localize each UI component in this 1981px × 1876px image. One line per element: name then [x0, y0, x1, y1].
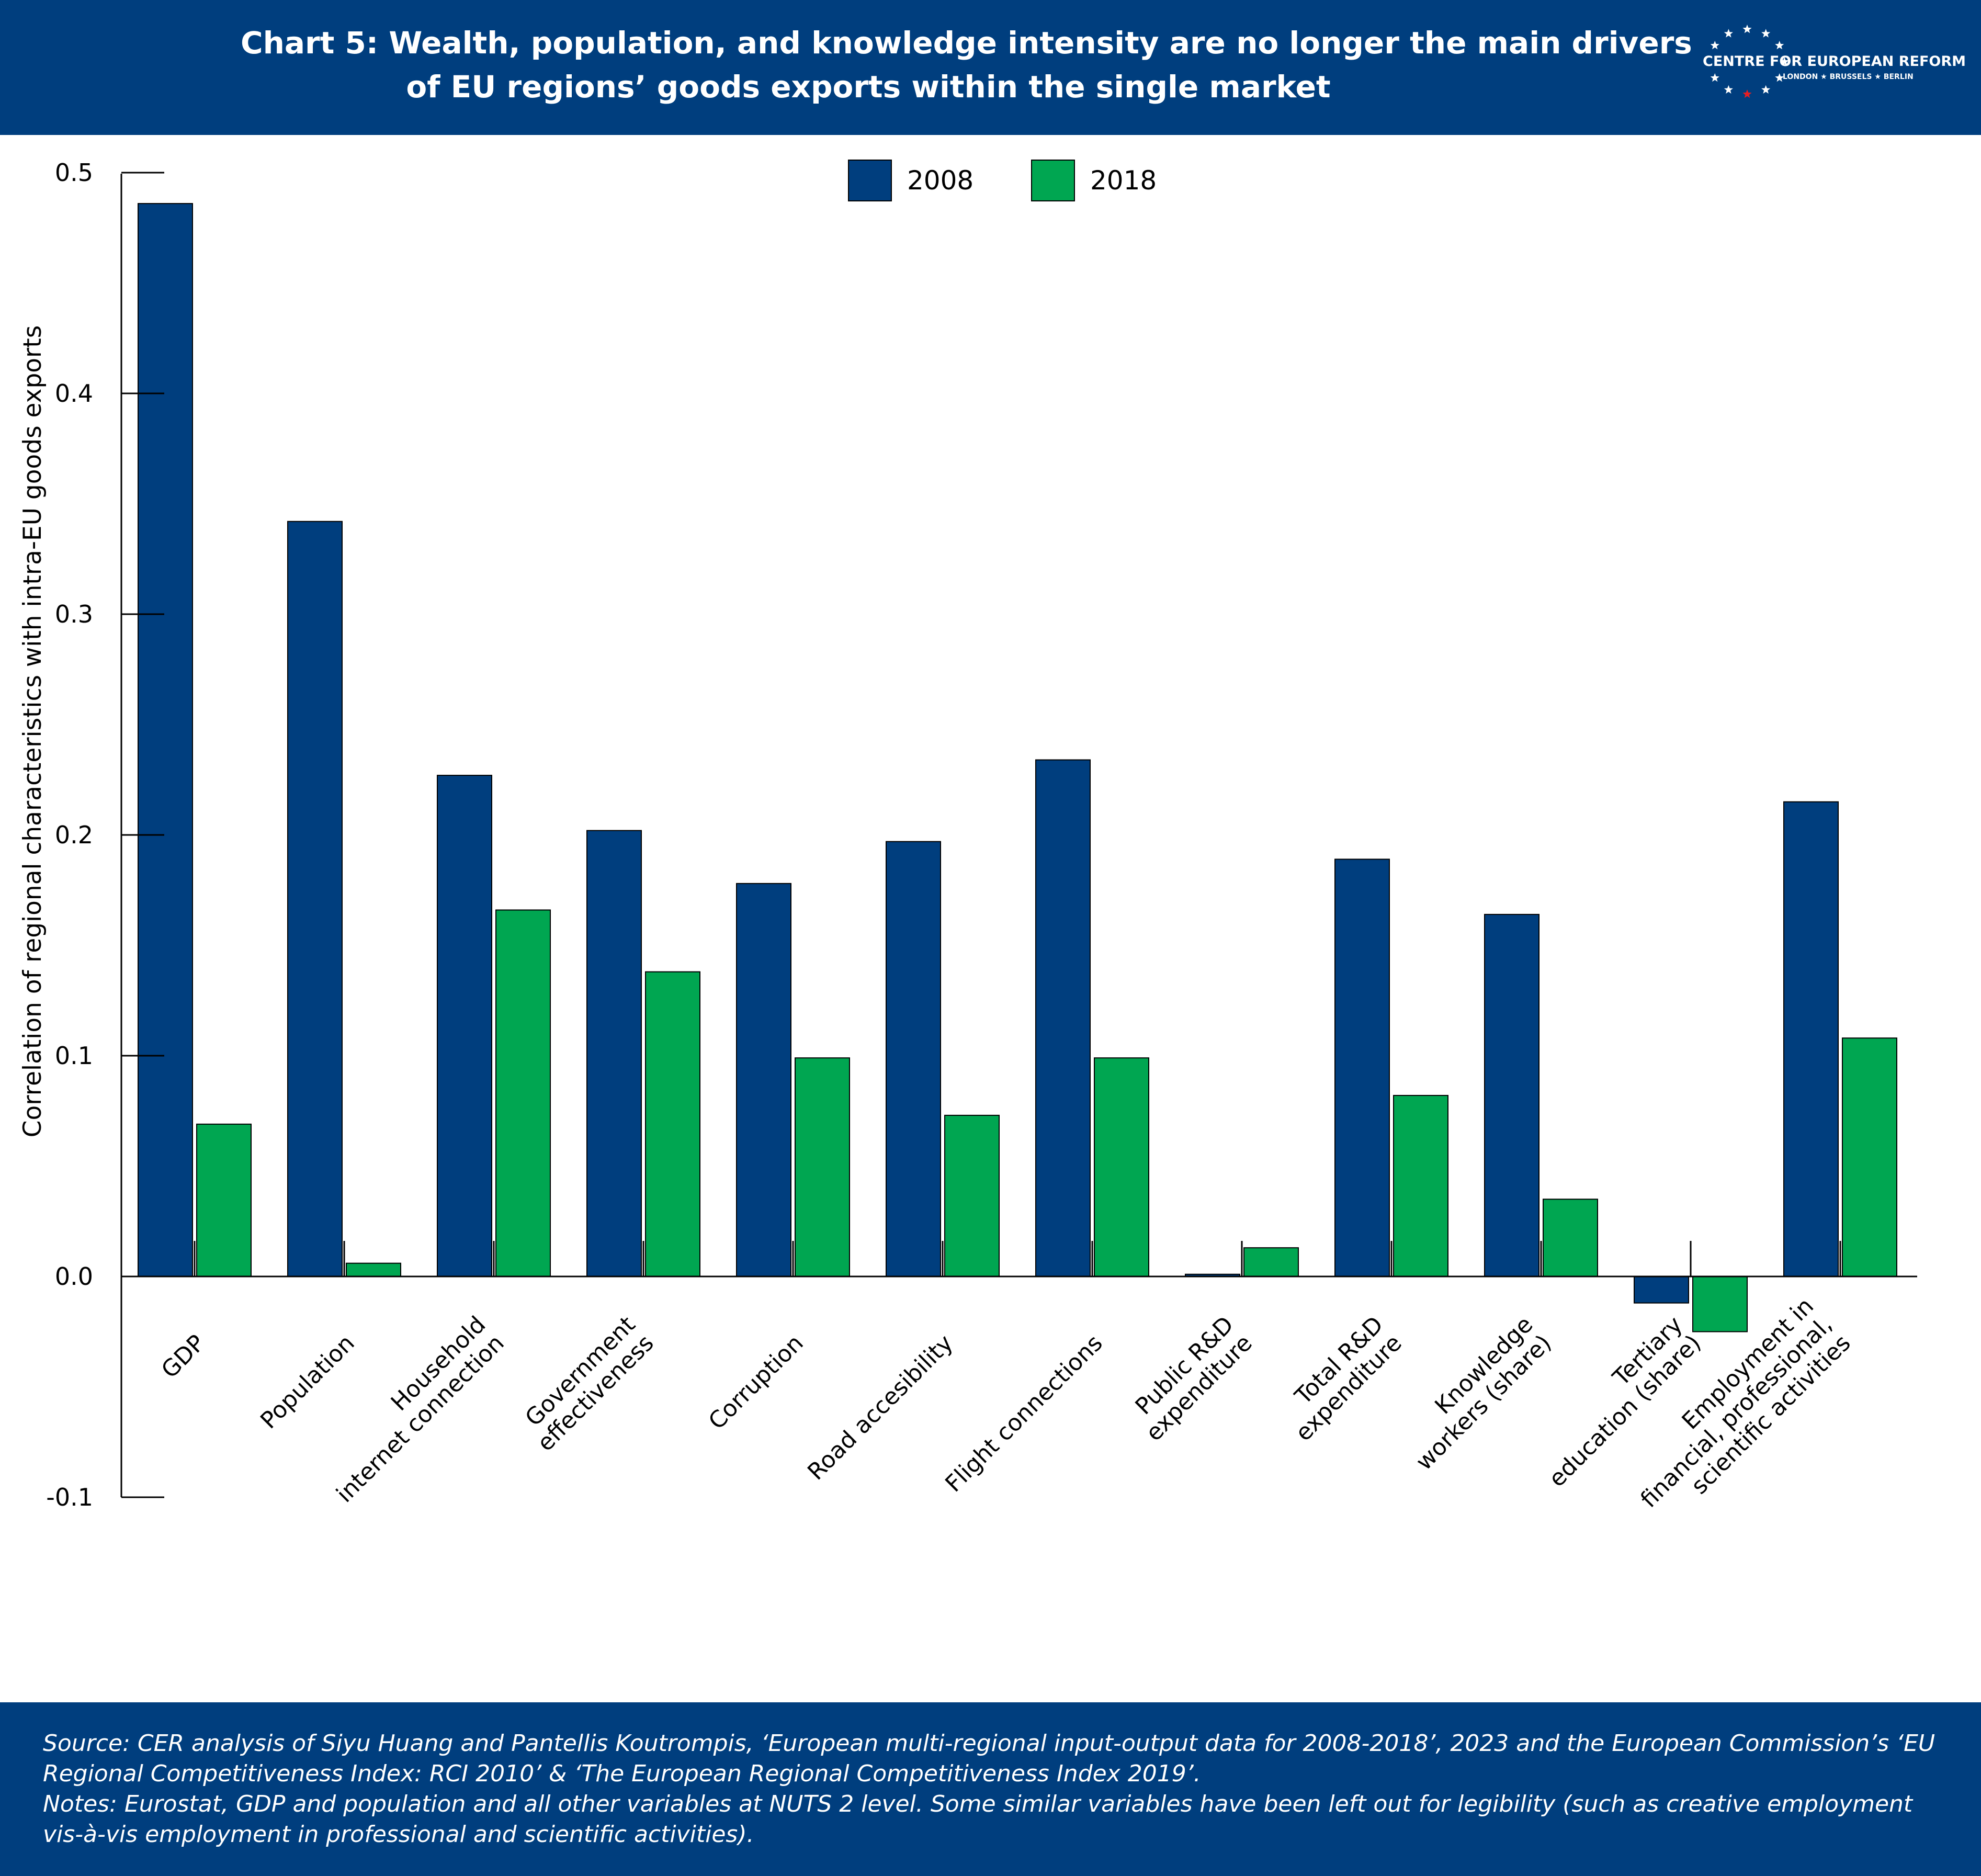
bar-2018-8: [1393, 1094, 1448, 1277]
category-label: GDP: [156, 1330, 210, 1384]
category-label-line: internet connection: [331, 1330, 509, 1508]
logo-star: [1775, 41, 1784, 50]
legend-label-2008: 2008: [907, 165, 973, 196]
y-tick-label: 0.4: [55, 379, 93, 408]
source-note: Source: CER analysis of Siyu Huang and P…: [43, 1730, 1935, 1787]
logo-star: [1780, 57, 1789, 66]
y-tick-label: 0.2: [55, 821, 93, 849]
bar-2018-3: [645, 971, 700, 1277]
logo-star: [1742, 89, 1752, 98]
bar-2008-5: [886, 841, 941, 1278]
category-label-line: Population: [255, 1330, 360, 1434]
logo-name: CENTRE FOR EUROPEAN REFORM: [1703, 53, 1966, 70]
y-tick-label: 0.0: [55, 1262, 93, 1291]
notes: Notes: Eurostat, GDP and population and …: [43, 1791, 1913, 1848]
category-label: Public R&Dexpenditure: [1122, 1311, 1258, 1446]
bar-2018-1: [346, 1262, 401, 1277]
legend-label-2018: 2018: [1090, 165, 1157, 196]
bar-2018-11: [1842, 1037, 1897, 1277]
bar-2018-9: [1543, 1199, 1598, 1278]
category-label: Governmenteffectiveness: [514, 1311, 659, 1456]
category-label: Population: [255, 1330, 360, 1434]
bar-2018-10: [1692, 1276, 1748, 1332]
logo-star: [1775, 73, 1784, 82]
bar-2008-9: [1484, 913, 1539, 1278]
y-tick-label: 0.1: [55, 1042, 93, 1070]
chart-title-line-1: Chart 5: Wealth, population, and knowled…: [241, 25, 1692, 61]
category-label: Knowledgeworkers (share): [1393, 1311, 1557, 1475]
footer-banner: Source: CER analysis of Siyu Huang and P…: [0, 1702, 1981, 1876]
y-tick-label: -0.1: [46, 1483, 93, 1511]
chart-title-line-2: of EU regions’ goods exports within the …: [406, 69, 1331, 105]
category-label: Corruption: [704, 1330, 809, 1435]
bar-2018-6: [1094, 1057, 1149, 1277]
bar-2008-6: [1035, 759, 1091, 1277]
cer-logo: CENTRE FOR EUROPEAN REFORM LONDON ★ BRUS…: [1674, 21, 1966, 115]
bar-2018-4: [795, 1057, 850, 1277]
category-label-line: Flight connections: [940, 1330, 1107, 1497]
y-tick-label: 0.5: [55, 159, 93, 187]
bar-2018-0: [196, 1123, 252, 1277]
logo-star: [1710, 41, 1719, 50]
logo-star: [1724, 85, 1733, 94]
category-label-line: GDP: [156, 1330, 210, 1384]
category-label-line: Corruption: [704, 1330, 809, 1435]
category-label: Flight connections: [940, 1330, 1107, 1497]
logo-star: [1710, 73, 1719, 82]
logo-star: [1761, 85, 1771, 94]
bar-2008-4: [736, 883, 791, 1277]
logo-stars-icon: [1710, 25, 1789, 98]
legend-swatch-2008: [848, 160, 892, 201]
y-tick-label: 0.3: [55, 600, 93, 628]
bar-2018-7: [1243, 1247, 1299, 1277]
bar-2008-0: [138, 203, 193, 1277]
bar-2008-10: [1634, 1276, 1689, 1304]
bar-2008-8: [1334, 858, 1390, 1278]
y-axis-label: Correlation of regional characteristics …: [18, 325, 47, 1138]
bar-2008-1: [287, 521, 343, 1277]
bar-2018-2: [495, 909, 551, 1277]
category-label-line: Road accesibility: [802, 1330, 958, 1486]
header-banner: Chart 5: Wealth, population, and knowled…: [0, 0, 1981, 135]
category-label: Total R&Dexpenditure: [1272, 1311, 1407, 1446]
category-label: Road accesibility: [802, 1330, 958, 1486]
bar-2018-5: [944, 1114, 1000, 1277]
logo-star: [1761, 29, 1771, 38]
logo-cities: LONDON ★ BRUSSELS ★ BERLIN: [1783, 73, 1914, 81]
bar-chart: 0.5 0.4 0.3 0.2 0.1 0.0 -0.1 Correlation of reg…: [18, 159, 1917, 1513]
chart-title: Chart 5: Wealth, population, and knowled…: [241, 21, 1692, 109]
bar-2008-11: [1783, 801, 1839, 1277]
legend-swatch-2018: [1031, 160, 1075, 201]
logo-star: [1742, 25, 1752, 33]
logo-star: [1724, 29, 1733, 38]
bar-2008-2: [437, 775, 492, 1278]
bar-2008-3: [586, 830, 642, 1278]
